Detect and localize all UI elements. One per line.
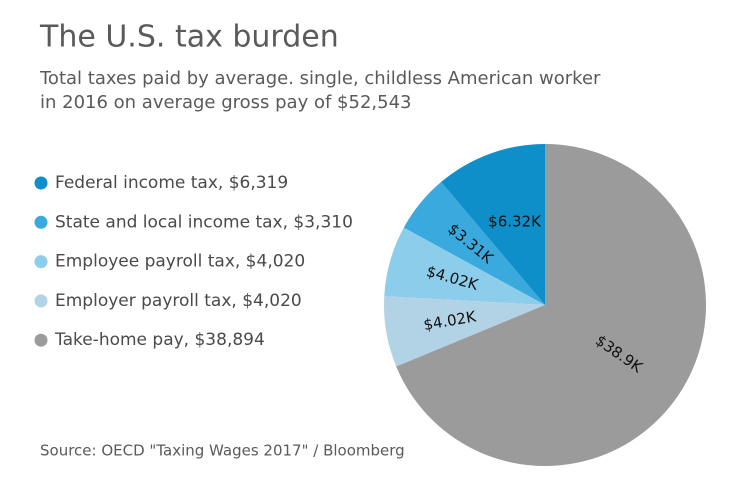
legend-label: Take-home pay, $38,894 xyxy=(54,330,265,350)
legend-swatch xyxy=(34,294,48,308)
pie-slice xyxy=(441,144,545,305)
legend-swatch xyxy=(34,215,48,229)
legend-label: Employer payroll tax, $4,020 xyxy=(55,291,302,311)
legend-swatch xyxy=(34,176,48,190)
legend-label: State and local income tax, $3,310 xyxy=(55,212,353,232)
pie-slice xyxy=(384,296,545,367)
pie-slice xyxy=(396,144,707,466)
legend-label: Federal income tax, $6,319 xyxy=(55,173,288,193)
legend-label: Employee payroll tax, $4,020 xyxy=(55,252,305,272)
source: Source: OECD "Taxing Wages 2017" / Bloom… xyxy=(40,442,405,460)
legend-swatch xyxy=(34,333,48,347)
subtitle: Total taxes paid by average. single, chi… xyxy=(39,68,601,89)
legend-swatch xyxy=(34,255,48,269)
pie-slice xyxy=(403,182,545,305)
subtitle: in 2016 on average gross pay of $52,543 xyxy=(40,92,411,113)
data-label: $6.32K xyxy=(488,212,542,230)
chart-title: The U.S. tax burden xyxy=(39,20,339,55)
pie-slice xyxy=(384,227,545,305)
